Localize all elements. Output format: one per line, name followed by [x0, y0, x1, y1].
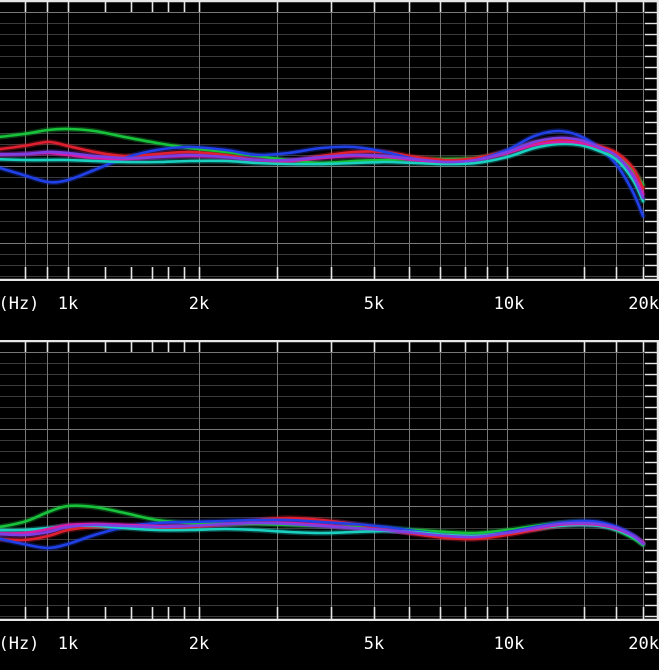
grid-vertical-major — [25, 0, 644, 281]
x-tick-label-1k-bottom: 1k — [57, 634, 79, 654]
trace-violet[interactable] — [0, 521, 645, 546]
x-tick-label-5k-bottom: 5k — [363, 634, 385, 654]
x-axis-bottom: y (Hz) 1k 2k 5k 10k 20k — [0, 626, 659, 670]
x-tick-label-10k-bottom: 10k — [493, 634, 525, 654]
trace-group[interactable] — [0, 126, 646, 219]
plot-area-top[interactable] — [0, 0, 659, 281]
x-axis-title-top: y (Hz) — [0, 294, 40, 314]
plot-background — [0, 340, 659, 621]
x-axis-top: y (Hz) 1k 2k 5k 10k 20k — [0, 286, 659, 330]
grid-vertical-major — [25, 340, 644, 621]
trace-cyan[interactable] — [0, 142, 645, 203]
chart-panel-top: y (Hz) 1k 2k 5k 10k 20k — [0, 0, 659, 330]
trace-blue[interactable] — [0, 129, 645, 218]
x-tick-label-10k-top: 10k — [493, 294, 525, 314]
trace-violet[interactable] — [0, 136, 645, 200]
grid-horizontal-minor — [0, 1, 659, 277]
x-tick-label-1k-top: 1k — [57, 294, 79, 314]
x-tick-label-20k-top: 20k — [628, 294, 659, 314]
x-tick-label-2k-top: 2k — [188, 294, 210, 314]
x-tick-label-2k-bottom: 2k — [188, 634, 210, 654]
x-axis-title-bottom: y (Hz) — [0, 634, 40, 654]
frequency-response-plot-top[interactable] — [0, 0, 659, 281]
frequency-response-plot-bottom[interactable] — [0, 340, 659, 621]
grid-horizontal-major — [0, 12, 659, 244]
x-tick-label-20k-bottom: 20k — [628, 634, 659, 654]
axis-tick-marks — [24, 340, 659, 621]
grid-horizontal-major — [0, 352, 659, 584]
trace-group[interactable] — [0, 502, 646, 551]
plot-area-bottom[interactable] — [0, 340, 659, 621]
grid-horizontal-minor — [0, 341, 659, 617]
x-tick-label-5k-top: 5k — [363, 294, 385, 314]
chart-panel-bottom: y (Hz) 1k 2k 5k 10k 20k — [0, 340, 659, 670]
